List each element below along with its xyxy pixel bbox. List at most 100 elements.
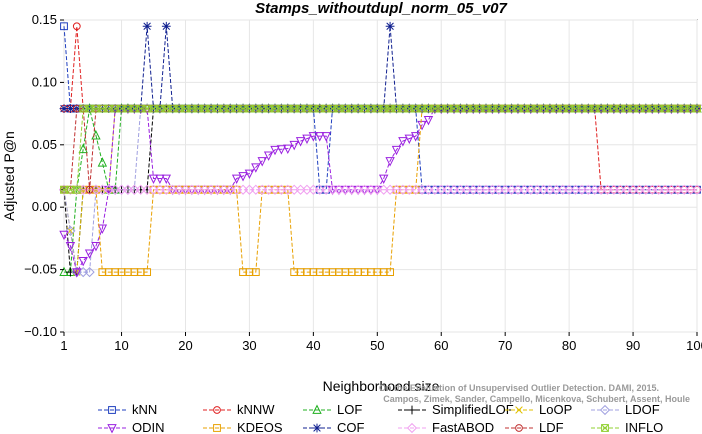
data-point-odin (78, 256, 88, 267)
legend-label: LoOP (539, 402, 572, 417)
y-tick-label: 0.15 (32, 12, 57, 27)
data-point-lof (97, 157, 108, 167)
data-point-inflo (245, 104, 254, 113)
data-point-odin (289, 140, 299, 151)
data-point-cof (59, 104, 69, 114)
legend-item-simplifiedlof: SimplifiedLOF (398, 402, 514, 417)
legend-label: SimplifiedLOF (432, 402, 514, 417)
data-point-odin (148, 174, 159, 185)
data-point-odin (423, 115, 434, 126)
data-point-odin (97, 224, 108, 234)
legend-label: COF (337, 420, 365, 434)
data-point-odin (238, 172, 248, 182)
series-layer (58, 21, 702, 278)
x-axis: 1 10 20 30 40 50 60 70 80 90 100 (60, 332, 702, 353)
y-tick-label: 0.10 (32, 74, 57, 89)
legend-label: LOF (337, 402, 362, 417)
data-point-odin (308, 132, 319, 142)
y-axis-label: Adjusted P@n (1, 131, 17, 221)
x-tick-label: 40 (306, 338, 320, 353)
data-point-odin (276, 145, 287, 155)
data-point-odin (385, 157, 395, 167)
data-point-odin (283, 144, 293, 155)
data-point-odin (302, 134, 312, 145)
legend-marker-knn (108, 406, 116, 414)
x-tick-label: 20 (178, 338, 192, 353)
x-tick-label: 100 (686, 338, 702, 353)
legend-marker-loop (515, 406, 523, 414)
data-point-odin (91, 241, 101, 252)
data-point-cof (65, 104, 75, 114)
data-point-inflo (60, 185, 68, 194)
data-point-cof (385, 21, 395, 31)
legend-marker-cof (312, 423, 322, 433)
data-point-cof (142, 21, 152, 31)
data-point-knnw (72, 22, 81, 31)
data-point-odin (270, 145, 280, 156)
data-point-inflo (149, 104, 158, 113)
data-point-ldof (65, 225, 76, 237)
y-tick-label: −0.10 (24, 324, 57, 339)
y-tick-label: 0.00 (32, 199, 57, 214)
x-tick-label: 60 (434, 338, 448, 353)
legend-marker-ldof (599, 404, 611, 416)
legend-marker-simplifiedlof (407, 405, 417, 415)
data-point-odin (231, 174, 242, 185)
data-point-inflo (386, 104, 394, 113)
x-tick-label: 70 (498, 338, 512, 353)
data-point-knn (60, 22, 68, 31)
legend: kNN kNNW LOF SimplifiedLOF LoOP LDOF ODIN KDEOS… (98, 402, 663, 434)
data-point-ldof (84, 266, 95, 278)
legend-item-lof: LOF (303, 402, 362, 417)
legend-item-fastabod: FastABOD (398, 420, 494, 434)
data-point-odin (315, 132, 325, 142)
legend-marker-fastabod (406, 422, 418, 434)
data-point-odin (263, 151, 274, 161)
data-point-fastabod (691, 184, 702, 195)
data-point-odin (65, 241, 76, 252)
watermark-line-2: Campos, Zimek, Sander, Campello, Micenko… (383, 394, 690, 404)
legend-marker-ldf (515, 424, 523, 432)
legend-marker-kdeos (213, 424, 221, 432)
data-point-inflo (661, 104, 669, 113)
data-point-inflo (693, 104, 701, 113)
legend-item-knnw: kNNW (203, 402, 275, 417)
data-point-odin (404, 134, 414, 145)
x-tick-label: 10 (114, 338, 128, 353)
grid (63, 19, 698, 333)
data-point-odin (391, 145, 402, 156)
data-point-inflo (72, 185, 81, 194)
legend-label: LDOF (625, 402, 660, 417)
x-tick-label: 80 (562, 338, 576, 353)
legend-label: LDF (539, 420, 564, 434)
x-tick-label: 30 (242, 338, 256, 353)
data-point-odin (295, 137, 306, 147)
legend-item-ldf: LDF (505, 420, 564, 434)
legend-label: INFLO (625, 420, 663, 434)
legend-label: kNNW (237, 402, 275, 417)
legend-item-ldof: LDOF (591, 402, 660, 417)
data-point-inflo (130, 104, 139, 113)
data-point-odin (398, 137, 408, 147)
data-point-odin (378, 174, 389, 185)
legend-marker-lof (312, 404, 322, 414)
y-axis: −0.10 −0.05 0.00 0.05 0.10 0.15 (24, 12, 64, 339)
data-point-odin (417, 120, 427, 131)
legend-item-loop: LoOP (505, 402, 572, 417)
legend-label: kNN (132, 402, 157, 417)
watermark-line-1: On the Evaluation of Unsupervised Outlie… (379, 383, 659, 393)
series-inflo (60, 104, 701, 194)
legend-item-inflo: INFLO (591, 420, 663, 434)
data-point-inflo (367, 104, 375, 113)
legend-marker-inflo (601, 424, 609, 432)
data-point-odin (84, 249, 95, 259)
chart-title: Stamps_withoutdupl_norm_05_v07 (255, 0, 507, 17)
data-point-odin (410, 132, 421, 142)
legend-label: ODIN (132, 420, 165, 434)
data-point-odin (244, 169, 255, 180)
legend-item-odin: ODIN (98, 420, 165, 434)
data-point-kdeos (143, 268, 152, 276)
data-point-odin (257, 157, 267, 167)
data-point-inflo (648, 104, 657, 113)
